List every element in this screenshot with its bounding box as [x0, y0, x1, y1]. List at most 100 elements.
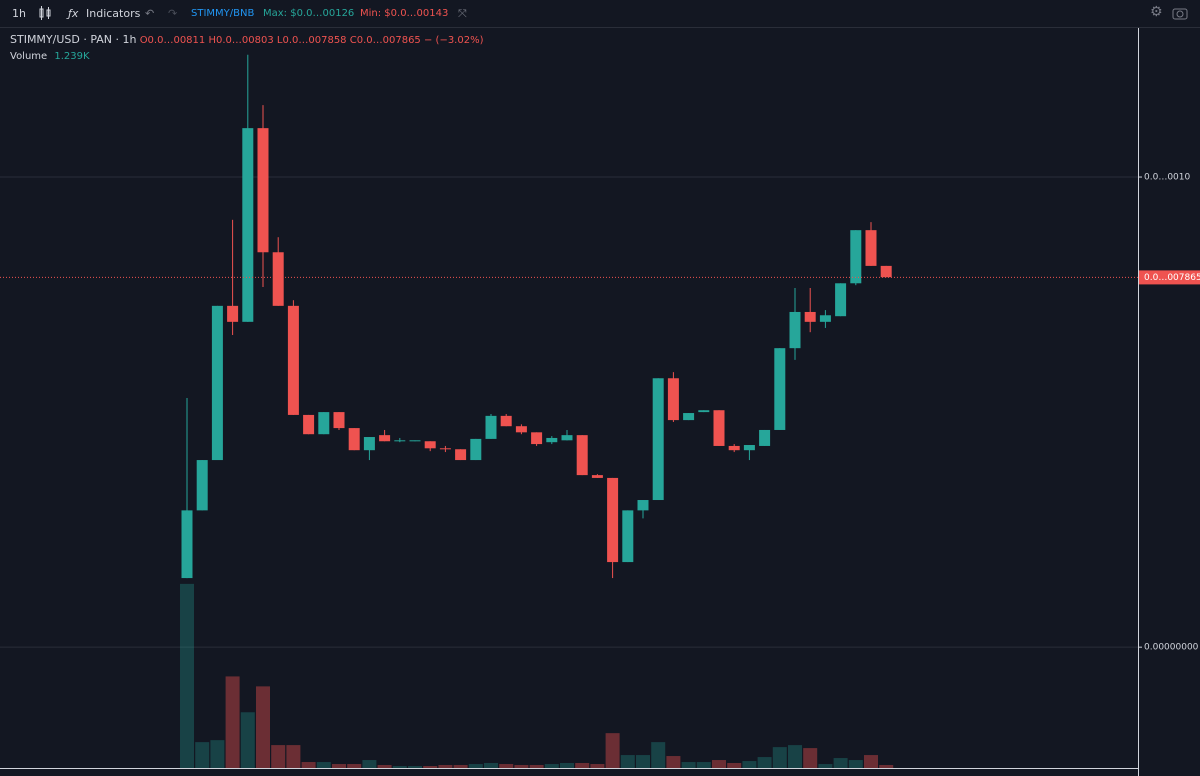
volume-value: 1.239K	[54, 51, 90, 62]
fx-icon[interactable]: ƒx	[68, 7, 79, 20]
chart-type-icon[interactable]	[38, 6, 52, 20]
volume-bar	[468, 764, 483, 768]
volume-bar	[484, 763, 498, 768]
candle-body	[683, 413, 695, 421]
volume-bar	[742, 761, 757, 768]
volume-bar	[392, 765, 407, 768]
volume-bar	[301, 762, 316, 768]
candle-body	[424, 441, 436, 449]
min-price: Min: $0.0…00143	[360, 8, 449, 19]
volume-bar	[772, 747, 787, 768]
symbol: STIMMY/USD · PAN · 1h	[10, 33, 137, 46]
volume-bar	[575, 763, 590, 768]
ohlc-change: − (−3.02%)	[423, 35, 484, 46]
max-price: Max: $0.0…00126	[263, 8, 355, 19]
ohlc-open: O0.0…00811	[139, 35, 206, 46]
candle-body	[546, 437, 558, 443]
indicators-button[interactable]: Indicators	[86, 7, 141, 20]
volume-bar	[651, 742, 666, 768]
candle-body	[728, 445, 740, 451]
candle-body	[257, 128, 269, 253]
interval-button[interactable]: 1h	[12, 7, 26, 20]
volume-bar	[377, 765, 392, 768]
candle-body	[850, 230, 862, 284]
volume-name: Volume	[10, 51, 48, 62]
candle-body	[455, 449, 467, 461]
candle-body	[409, 440, 421, 442]
candle-body	[743, 445, 755, 451]
volume-legend: Volume 1.239K	[10, 51, 90, 62]
undo-button[interactable]: ↶	[145, 7, 155, 20]
candle-body	[500, 415, 512, 427]
volume-bar	[362, 760, 377, 768]
candle-body	[591, 475, 603, 478]
candle-body	[835, 283, 847, 317]
candle-body	[637, 500, 649, 511]
volume-bar	[423, 765, 438, 768]
volume-bar	[544, 764, 559, 768]
candle-body	[774, 348, 786, 430]
candle-body	[181, 510, 193, 579]
volume-bar	[286, 745, 301, 768]
volume-bar	[195, 742, 210, 768]
volume-bar	[788, 745, 802, 768]
volume-bar	[180, 583, 194, 768]
redo-button[interactable]: ↷	[168, 7, 178, 20]
ohlc-high: H0.0…00803	[208, 35, 274, 46]
candle-body	[485, 415, 497, 439]
volume-bar	[408, 765, 422, 768]
candle-body	[804, 311, 816, 322]
volume-bar	[560, 763, 574, 768]
candle-body	[318, 412, 330, 435]
volume-bar	[514, 765, 529, 768]
volume-bar	[818, 764, 833, 768]
volume-bar	[316, 762, 331, 768]
candle-body	[211, 305, 223, 461]
volume-bar	[620, 755, 635, 768]
fullscreen-button[interactable]: ⤧	[458, 7, 467, 20]
volume-bar	[696, 762, 711, 768]
candle-body	[819, 315, 831, 322]
volume-bar	[833, 758, 848, 768]
volume-bar	[757, 757, 772, 768]
volume-bar	[727, 763, 742, 768]
pair-link[interactable]: STIMMY/BNB	[191, 8, 255, 19]
candle-body	[561, 435, 573, 441]
toolbar: 1h ƒx Indicators ↶ ↷ STIMMY/BNB Max: $0.…	[0, 0, 1200, 28]
candle-body	[865, 230, 877, 266]
y-tick-label: 0.00000000	[1144, 643, 1199, 653]
candle-body	[303, 414, 315, 435]
volume-bar	[453, 765, 468, 768]
candle-body	[789, 311, 801, 349]
volume-bar	[879, 765, 894, 768]
candle-body	[333, 412, 345, 429]
volume-bar	[225, 676, 240, 768]
candle-body	[531, 432, 543, 445]
candle-body	[576, 435, 588, 476]
candle-body	[439, 448, 451, 450]
candle-body	[272, 252, 284, 306]
volume-bar	[636, 755, 650, 768]
volume-bar	[848, 760, 863, 768]
volume-bar	[864, 755, 878, 768]
settings-button[interactable]: ⚙	[1150, 4, 1163, 20]
candle-body	[470, 438, 482, 461]
legend-row: STIMMY/USD · PAN · 1h O0.0…00811 H0.0…00…	[10, 33, 484, 46]
volume-bar	[438, 765, 453, 768]
volume-bar	[605, 733, 620, 768]
volume-bar	[347, 764, 362, 768]
last-price-label: 0.0…007865	[1144, 273, 1200, 283]
volume-bar	[332, 764, 346, 768]
volume-bar	[590, 764, 605, 768]
ohlc-close: C0.0…007865	[349, 35, 421, 46]
candle-body	[622, 510, 634, 563]
screenshot-button[interactable]	[1172, 6, 1188, 20]
candle-body	[363, 437, 375, 451]
volume-bar	[271, 745, 286, 768]
candle-body	[379, 435, 391, 442]
candle-body	[394, 440, 406, 442]
candle-body	[652, 378, 664, 501]
candle-body	[880, 265, 892, 278]
volume-bar	[681, 762, 696, 768]
